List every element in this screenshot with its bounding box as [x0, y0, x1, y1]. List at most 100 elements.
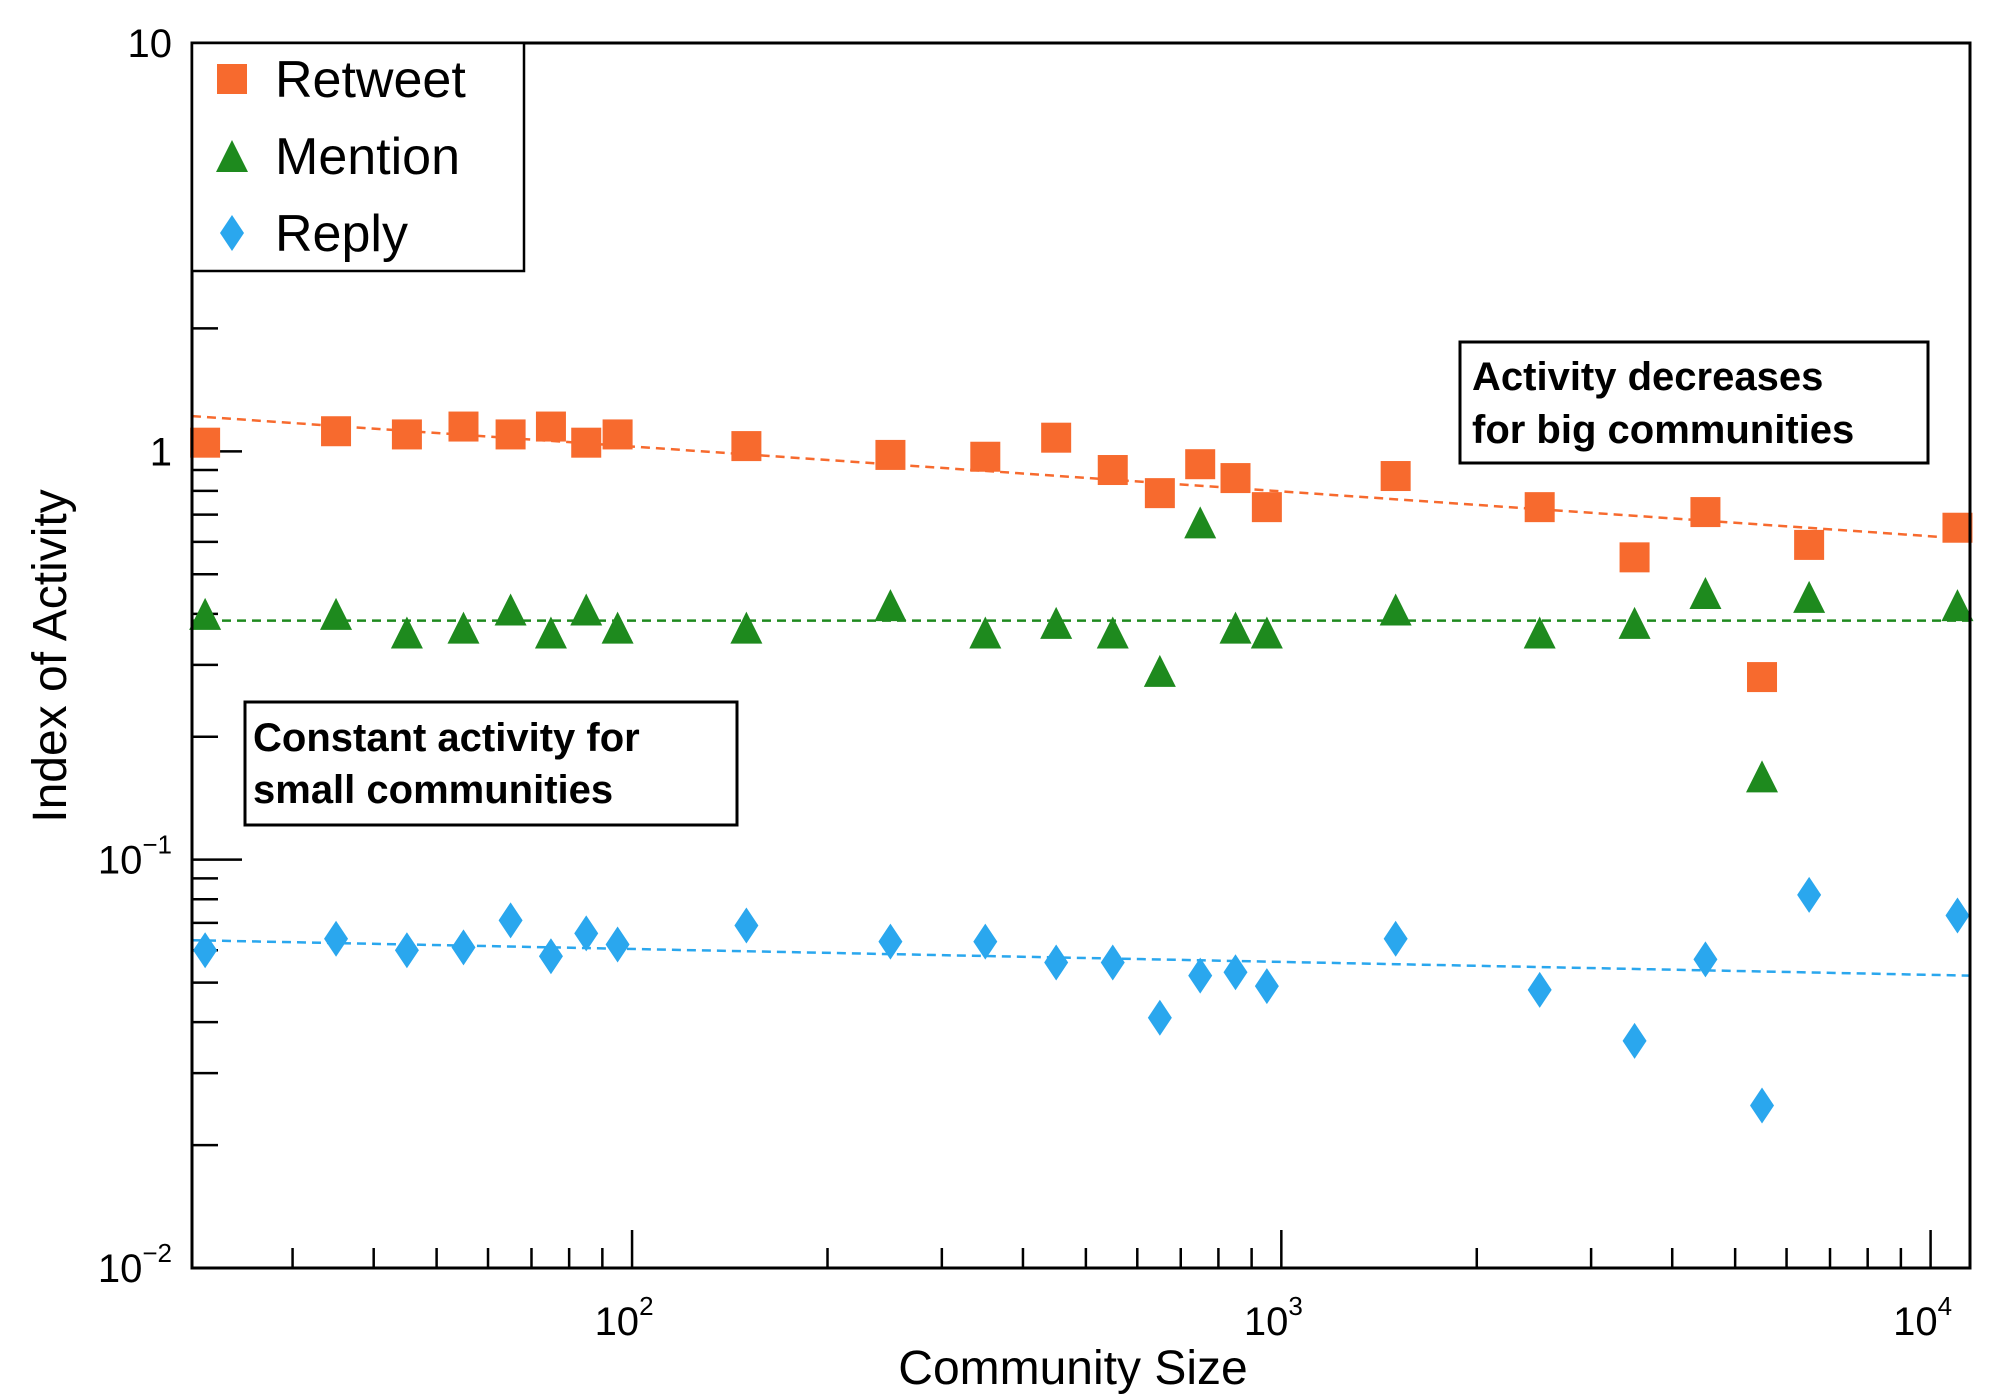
plot-frame: [190, 41, 1972, 1270]
reply-point: [1147, 999, 1172, 1036]
reply-point: [1223, 954, 1248, 991]
annotation-line: Constant activity for: [253, 716, 640, 760]
data-markers: [189, 411, 1974, 1124]
retweet-point: [190, 427, 221, 458]
mention-point: [1184, 506, 1217, 539]
mention-point: [1618, 606, 1651, 639]
mention-point: [494, 593, 527, 626]
retweet-point: [602, 419, 633, 450]
x-tick-label: 103: [1244, 1291, 1303, 1344]
reply-point: [1945, 897, 1970, 934]
retweet-point: [1794, 529, 1825, 560]
mention-point: [534, 616, 567, 649]
retweet-point: [1041, 422, 1072, 453]
reply-point: [1750, 1087, 1775, 1124]
mention-point: [1250, 616, 1283, 649]
tick-labels: 102 103 104 10−2 10−1 1 10: [98, 22, 1952, 1344]
mention-point: [730, 611, 763, 644]
legend-label-mention: Mention: [275, 128, 460, 186]
retweet-point: [1144, 478, 1175, 509]
retweet-point: [571, 427, 602, 458]
reply-point: [538, 938, 563, 975]
mention-point: [874, 589, 907, 622]
reply-point: [193, 932, 218, 969]
mention-point: [601, 611, 634, 644]
mention-point: [1219, 611, 1252, 644]
annotation-big-communities: Activity decreases for big communities: [1458, 340, 1930, 465]
mention-point: [189, 597, 222, 630]
retweet-point: [448, 411, 479, 442]
legend-marker-reply: [220, 215, 244, 251]
retweet-point: [391, 419, 422, 450]
annotation-box: [243, 700, 739, 827]
reply-point: [605, 926, 630, 963]
reply-point: [451, 929, 476, 966]
retweet-point: [1524, 492, 1555, 523]
annotation-line: Activity decreases: [1472, 355, 1823, 399]
reply-point: [1383, 920, 1408, 957]
mention-point: [570, 593, 603, 626]
legend-marker-retweet: [217, 64, 247, 94]
legend-marker-mention: [216, 140, 248, 172]
retweet-point: [535, 411, 566, 442]
mention-point: [1746, 760, 1779, 793]
legend-label-reply: Reply: [275, 205, 408, 263]
retweet-point: [1690, 497, 1721, 528]
x-tick-label: 102: [595, 1291, 654, 1344]
reply-fit-line: [191, 938, 1971, 977]
legend: Retweet Mention Reply: [190, 41, 526, 273]
retweet-point: [1747, 662, 1778, 693]
reply-point: [1254, 968, 1279, 1005]
retweet-point: [1220, 463, 1251, 494]
mention-point: [1379, 593, 1412, 626]
retweet-point: [1942, 512, 1973, 543]
annotation-box: [1458, 340, 1930, 465]
retweet-point: [1097, 455, 1128, 486]
reply-point: [973, 923, 998, 960]
retweet-point: [875, 439, 906, 470]
mention-point: [1040, 606, 1073, 639]
y-tick-label: 10−2: [98, 1238, 172, 1291]
retweet-point: [495, 419, 526, 450]
retweet-point: [1380, 461, 1411, 492]
retweet-point: [1619, 542, 1650, 573]
mention-point: [320, 597, 353, 630]
mention-point: [390, 616, 423, 649]
annotation-line: for big communities: [1472, 408, 1854, 452]
reply-point: [734, 907, 759, 944]
mention-point: [1523, 616, 1556, 649]
y-tick-label: 10−1: [98, 830, 172, 883]
reply-point: [1100, 944, 1125, 981]
retweet-point: [321, 416, 352, 447]
y-tick-label: 1: [150, 430, 172, 474]
y-axis-title: Index of Activity: [24, 489, 77, 823]
retweet-fit-line: [191, 414, 1971, 541]
mention-point: [1096, 616, 1129, 649]
annotation-line: small communities: [253, 768, 613, 812]
mention-point: [969, 616, 1002, 649]
reply-point: [498, 902, 523, 939]
retweet-point: [1185, 449, 1216, 480]
mention-point: [1793, 580, 1826, 613]
annotation-small-communities: Constant activity for small communities: [243, 700, 739, 827]
mention-point: [1941, 589, 1974, 622]
reply-point: [394, 932, 419, 969]
mention-point: [447, 611, 480, 644]
reply-point: [1622, 1022, 1647, 1059]
legend-label-retweet: Retweet: [275, 51, 466, 109]
x-axis-title: Community Size: [898, 1342, 1247, 1395]
retweet-point: [970, 441, 1001, 472]
fit-lines: [191, 414, 1971, 977]
reply-point: [1797, 876, 1822, 913]
reply-point: [1188, 957, 1213, 994]
reply-point: [574, 915, 599, 952]
reply-point: [878, 923, 903, 960]
reply-point: [1527, 971, 1552, 1008]
x-tick-label: 104: [1893, 1291, 1952, 1344]
reply-point: [324, 920, 349, 957]
retweet-point: [731, 431, 762, 462]
y-tick-label: 10: [128, 22, 173, 66]
mention-point: [1143, 654, 1176, 687]
